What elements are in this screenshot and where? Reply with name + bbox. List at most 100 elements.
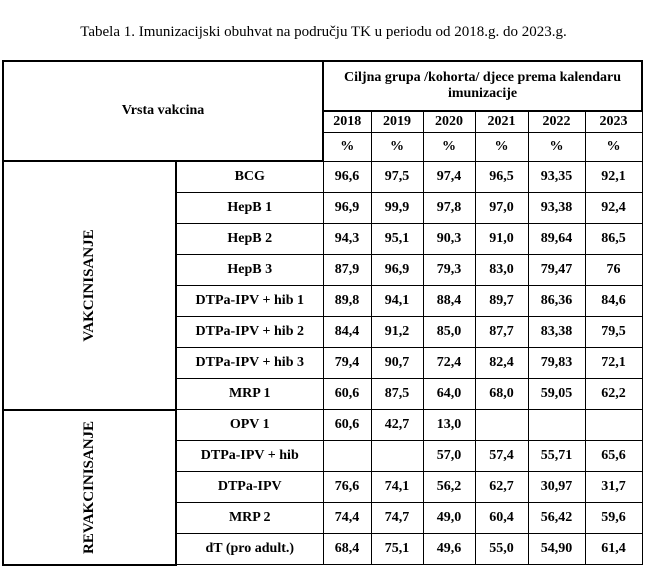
value-cell: 57,4 xyxy=(474,440,529,472)
data-row: MRP 1 60,6 87,5 64,0 68,0 59,05 62,2 xyxy=(3,378,643,410)
data-row: DTPa-IPV + hib 57,0 57,4 55,71 65,6 xyxy=(3,440,643,472)
value-cell: 92,4 xyxy=(584,192,643,224)
value-cell: 79,5 xyxy=(584,316,643,348)
year-cell: 2020 xyxy=(422,110,476,133)
value-cell: 79,47 xyxy=(527,254,586,286)
empty-cell xyxy=(370,440,424,472)
value-cell: 99,9 xyxy=(370,192,424,224)
vaccine-cell: HepB 1 xyxy=(175,192,324,224)
value-cell: 85,0 xyxy=(422,316,476,348)
value-cell: 90,3 xyxy=(422,223,476,255)
group-label: REVAKCINISANJE xyxy=(81,420,97,554)
year-cell: 2022 xyxy=(527,110,586,133)
data-row: dT (pro adult.) 68,4 75,1 49,6 55,0 54,90 61,4 xyxy=(3,533,643,565)
value-cell: 72,1 xyxy=(584,347,643,379)
unit-row: %%%%%% xyxy=(3,131,643,162)
value-cell: 30,97 xyxy=(527,471,586,503)
unit-cell: % xyxy=(422,131,476,162)
value-cell: 61,4 xyxy=(584,533,643,565)
value-cell: 87,5 xyxy=(370,378,424,410)
value-cell: 83,0 xyxy=(474,254,529,286)
value-cell: 94,3 xyxy=(322,223,372,255)
value-cell: 72,4 xyxy=(422,347,476,379)
value-cell: 90,7 xyxy=(370,347,424,379)
value-cell: 87,9 xyxy=(322,254,372,286)
value-cell: 74,1 xyxy=(370,471,424,503)
value-cell: 42,7 xyxy=(370,409,424,441)
vaccine-cell: dT (pro adult.) xyxy=(175,533,324,565)
value-cell: 97,8 xyxy=(422,192,476,224)
value-cell: 91,0 xyxy=(474,223,529,255)
value-cell: 59,05 xyxy=(527,378,586,410)
value-cell: 62,7 xyxy=(474,471,529,503)
value-cell: 83,38 xyxy=(527,316,586,348)
vaccine-cell: BCG xyxy=(175,160,324,193)
value-cell: 97,5 xyxy=(370,160,424,193)
value-cell: 91,2 xyxy=(370,316,424,348)
unit-cell: % xyxy=(527,131,586,162)
vaccine-cell: DTPa-IPV + hib 3 xyxy=(175,347,324,379)
year-cell: 2019 xyxy=(370,110,424,133)
vaccine-cell: DTPa-IPV + hib xyxy=(175,440,324,472)
value-cell: 79,83 xyxy=(527,347,586,379)
value-cell: 57,0 xyxy=(422,440,476,472)
header-cell: Vrsta vakcina xyxy=(1,60,325,162)
value-cell: 76,6 xyxy=(322,471,372,503)
value-cell: 89,8 xyxy=(322,285,372,317)
value-cell: 89,64 xyxy=(527,223,586,255)
value-cell: 60,6 xyxy=(322,409,372,441)
unit-cell: % xyxy=(474,131,529,162)
data-row: REVAKCINISANJE OPV 1 60,6 42,7 13,0 xyxy=(2,408,643,566)
value-cell: 82,4 xyxy=(474,347,529,379)
vaccine-cell: DTPa-IPV + hib 1 xyxy=(175,285,324,317)
value-cell: 54,90 xyxy=(527,533,586,565)
group-cell: REVAKCINISANJE xyxy=(2,408,177,566)
value-cell: 88,4 xyxy=(422,285,476,317)
table-title: Tabela 1. Imunizacijski obuhvat na podru… xyxy=(80,24,567,40)
value-cell: 94,1 xyxy=(370,285,424,317)
table: Vrsta vakcina Ciljna grupa /kohorta/ dje… xyxy=(1,60,644,566)
value-cell: 96,9 xyxy=(370,254,424,286)
vaccine-cell: DTPa-IPV xyxy=(175,471,324,503)
unit-cell: % xyxy=(322,131,372,162)
value-cell: 64,0 xyxy=(422,378,476,410)
value-cell: 93,35 xyxy=(527,160,586,193)
value-cell: 87,7 xyxy=(474,316,529,348)
unit-cell: % xyxy=(370,131,424,162)
value-cell: 97,0 xyxy=(474,192,529,224)
empty-cell xyxy=(584,409,643,441)
value-cell: 55,0 xyxy=(474,533,529,565)
empty-cell xyxy=(322,440,372,472)
value-cell: 49,6 xyxy=(422,533,476,565)
value-cell: 76 xyxy=(584,254,643,286)
value-cell: 96,5 xyxy=(474,160,529,193)
header-row: Vrsta vakcina Ciljna grupa /kohorta/ dje… xyxy=(1,60,644,162)
empty-cell xyxy=(474,409,529,441)
empty-cell xyxy=(527,409,586,441)
data-row: HepB 2 94,3 95,1 90,3 91,0 89,64 86,5 xyxy=(3,223,643,255)
value-cell: 49,0 xyxy=(422,502,476,534)
value-cell: 60,6 xyxy=(322,378,372,410)
data-row: VAKCINISANJE BCG 96,6 97,5 97,4 96,5 93,35 92,1 xyxy=(2,160,643,411)
unit-cell: % xyxy=(584,131,643,162)
table-body: Vrsta vakcina Ciljna grupa /kohorta/ dje… xyxy=(1,60,644,566)
vaccine-cell: DTPa-IPV + hib 2 xyxy=(175,316,324,348)
value-cell: 86,5 xyxy=(584,223,643,255)
value-cell: 79,4 xyxy=(322,347,372,379)
value-cell: 74,7 xyxy=(370,502,424,534)
year-cell: 2018 xyxy=(322,110,372,133)
value-cell: 75,1 xyxy=(370,533,424,565)
value-cell: 74,4 xyxy=(322,502,372,534)
vaccine-cell: HepB 3 xyxy=(175,254,324,286)
value-cell: 56,2 xyxy=(422,471,476,503)
year-cell: 2023 xyxy=(584,110,643,133)
year-cell: 2021 xyxy=(474,110,529,133)
value-cell: 93,38 xyxy=(527,192,586,224)
value-cell: 86,36 xyxy=(527,285,586,317)
value-cell: 96,9 xyxy=(322,192,372,224)
value-cell: 59,6 xyxy=(584,502,643,534)
value-cell: 84,6 xyxy=(584,285,643,317)
value-cell: 96,6 xyxy=(322,160,372,193)
value-cell: 13,0 xyxy=(422,409,476,441)
